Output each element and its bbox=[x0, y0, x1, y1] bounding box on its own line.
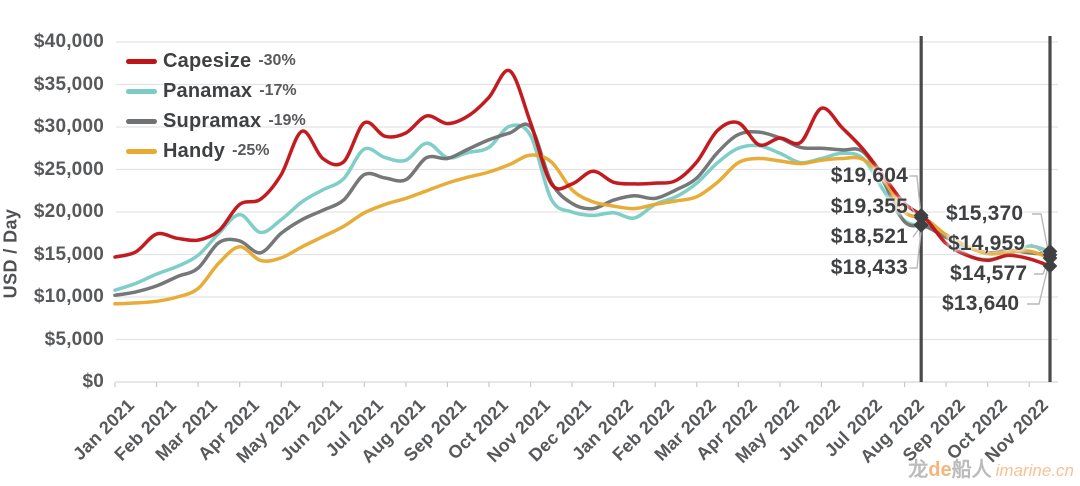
y-tick-label: $15,000 bbox=[33, 243, 104, 265]
callout-label-handy-aug: $19,355 bbox=[830, 195, 908, 218]
series-line-supramax bbox=[113, 122, 1052, 298]
legend-label: Handy bbox=[163, 139, 226, 162]
legend: Capesize -30% Panamax -17% Supramax -19% Handy… bbox=[126, 46, 306, 166]
callout-label-panamax-aug: $18,521 bbox=[830, 225, 908, 248]
y-tick-label: $20,000 bbox=[33, 201, 104, 222]
legend-swatch-panamax bbox=[126, 88, 157, 94]
legend-item-supramax: Supramax -19% bbox=[126, 106, 306, 136]
legend-label: Capesize bbox=[163, 49, 252, 72]
legend-item-capesize: Capesize -30% bbox=[126, 46, 306, 76]
legend-change-value: -19% bbox=[268, 112, 306, 129]
watermark-site: imarine.cn bbox=[995, 461, 1074, 480]
legend-change-value: -17% bbox=[259, 82, 297, 99]
callout-label-capesize-nov: $13,640 bbox=[942, 292, 1020, 315]
series-line-capesize bbox=[113, 68, 1052, 268]
callout-leader-line bbox=[909, 229, 922, 269]
callout-label-panamax-nov: $15,370 bbox=[946, 202, 1024, 225]
endpoint-diamond bbox=[913, 217, 929, 233]
callout-leader-line bbox=[1032, 213, 1049, 251]
series-line-panamax bbox=[113, 123, 1052, 292]
legend-swatch-handy bbox=[126, 148, 157, 154]
y-tick-label: $0 bbox=[82, 371, 104, 392]
callout-label-capesize-aug: $19,604 bbox=[830, 164, 908, 187]
legend-label: Panamax bbox=[163, 79, 253, 102]
legend-item-panamax: Panamax -17% bbox=[126, 76, 306, 106]
watermark: 龙de船人 imarine.cn bbox=[908, 453, 1074, 482]
legend-swatch-capesize bbox=[126, 58, 157, 64]
callout-leader-line bbox=[909, 175, 922, 220]
y-tick-label: $30,000 bbox=[33, 116, 104, 137]
legend-swatch-supramax bbox=[126, 118, 157, 124]
legend-change-value: -25% bbox=[232, 142, 270, 159]
y-tick-label: $10,000 bbox=[33, 286, 104, 307]
series-line-handy bbox=[113, 153, 1052, 306]
callout-label-supramax-aug: $18,433 bbox=[830, 256, 908, 279]
y-tick-label: $35,000 bbox=[33, 73, 104, 95]
endpoint-diamond bbox=[1042, 258, 1058, 274]
callout-label-supramax-nov: $14,959 bbox=[948, 232, 1026, 255]
legend-item-handy: Handy -25% bbox=[126, 136, 306, 166]
watermark-cn: 龙de船人 bbox=[908, 459, 992, 481]
callout-label-handy-nov: $14,577 bbox=[950, 262, 1028, 285]
legend-label: Supramax bbox=[163, 109, 262, 132]
callout-leader-line bbox=[1027, 266, 1049, 305]
legend-change-value: -30% bbox=[258, 52, 296, 69]
callout-leader-line bbox=[1030, 243, 1047, 256]
y-tick-label: $5,000 bbox=[44, 328, 104, 350]
y-tick-label: $40,000 bbox=[33, 31, 104, 52]
y-tick-label: $25,000 bbox=[33, 158, 104, 180]
